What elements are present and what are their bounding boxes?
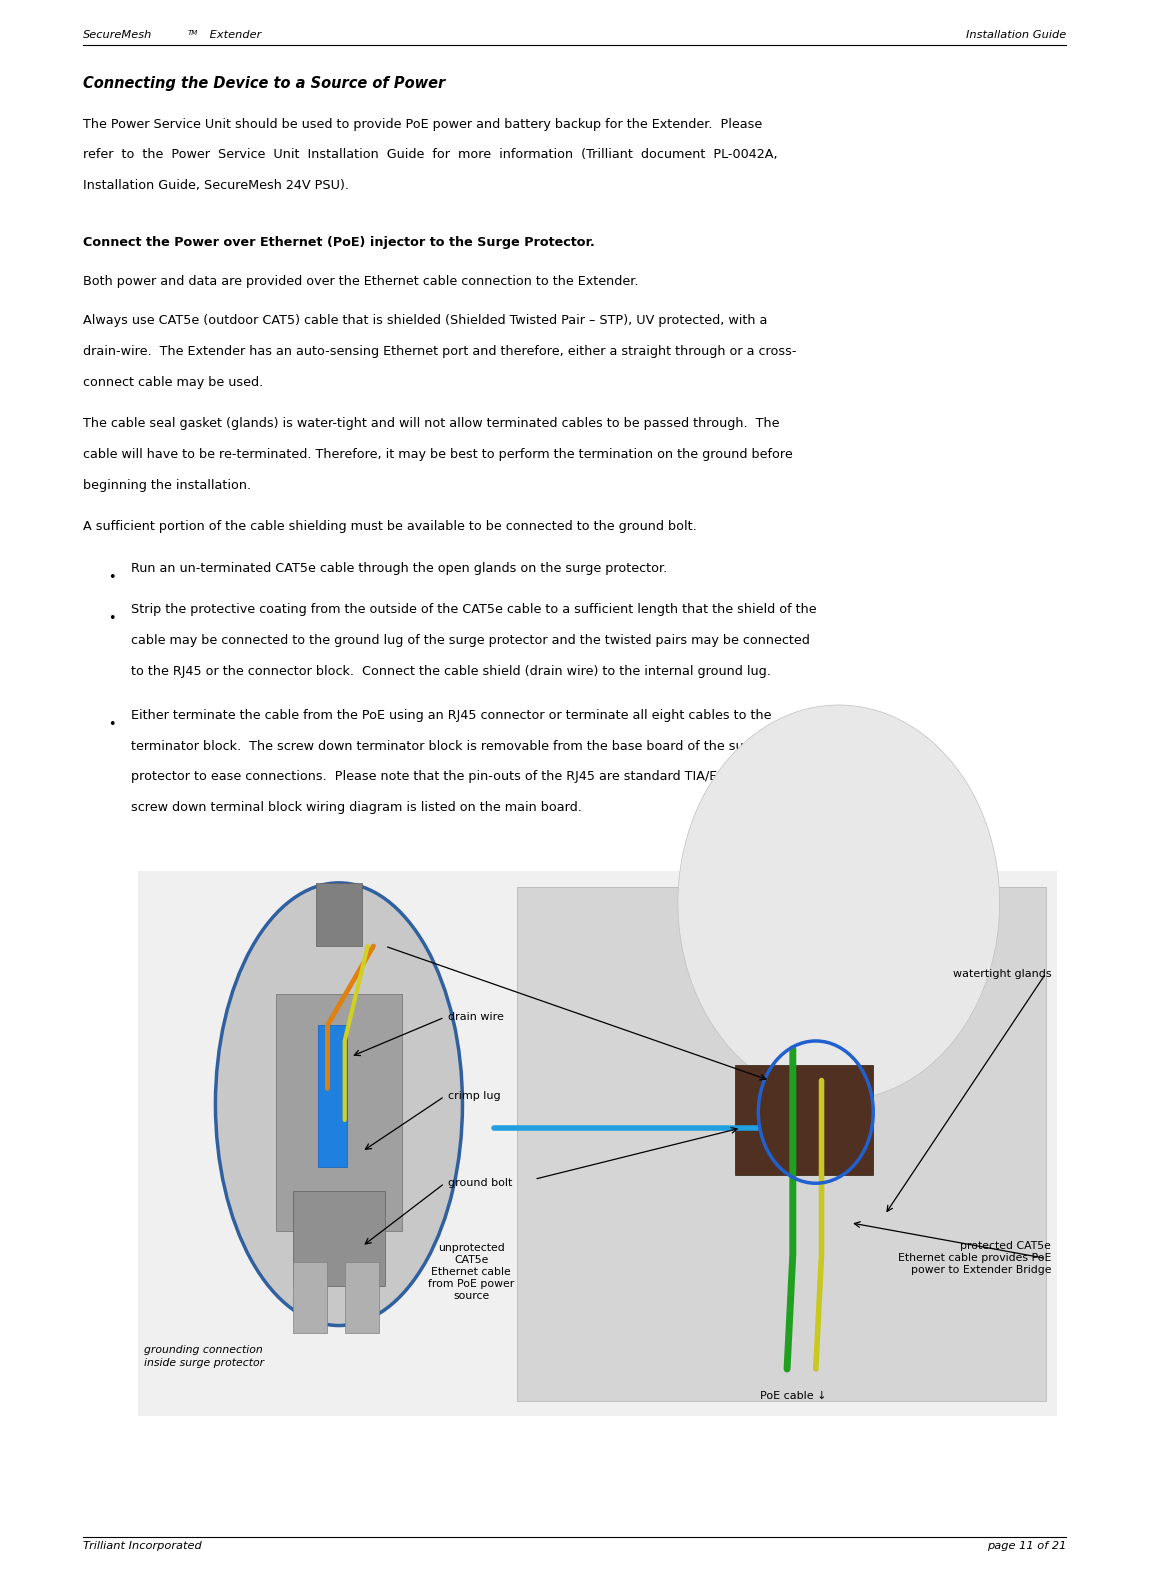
Text: Installation Guide, SecureMesh 24V PSU).: Installation Guide, SecureMesh 24V PSU). (83, 179, 349, 193)
Text: The Power Service Unit should be used to provide PoE power and battery backup fo: The Power Service Unit should be used to… (83, 117, 762, 131)
Text: Either terminate the cable from the PoE using an RJ45 connector or terminate all: Either terminate the cable from the PoE … (131, 708, 771, 723)
Text: The cable seal gasket (glands) is water-tight and will not allow terminated cabl: The cable seal gasket (glands) is water-… (83, 417, 779, 430)
Text: crimp lug: crimp lug (448, 1091, 501, 1102)
Text: drain wire: drain wire (448, 1012, 504, 1023)
Text: cable will have to be re-terminated. Therefore, it may be best to perform the te: cable will have to be re-terminated. The… (83, 447, 793, 462)
Text: •: • (108, 612, 116, 626)
Ellipse shape (216, 882, 462, 1325)
Bar (735, 1064, 873, 1175)
Bar (517, 887, 1046, 1401)
Text: beginning the installation.: beginning the installation. (83, 479, 250, 492)
Text: cable may be connected to the ground lug of the surge protector and the twisted : cable may be connected to the ground lug… (131, 634, 810, 647)
Text: A sufficient portion of the cable shielding must be available to be connected to: A sufficient portion of the cable shield… (83, 520, 696, 533)
Text: Run an un-terminated CAT5e cable through the open glands on the surge protector.: Run an un-terminated CAT5e cable through… (131, 561, 668, 574)
Bar (293, 1190, 385, 1285)
Bar (138, 871, 1057, 1417)
Text: •: • (108, 718, 116, 730)
Text: •: • (108, 571, 116, 583)
Text: drain-wire.  The Extender has an auto-sensing Ethernet port and therefore, eithe: drain-wire. The Extender has an auto-sen… (83, 345, 796, 359)
Bar (345, 1262, 379, 1333)
Text: Connecting the Device to a Source of Power: Connecting the Device to a Source of Pow… (83, 76, 445, 90)
Text: to the RJ45 or the connector block.  Connect the cable shield (drain wire) to th: to the RJ45 or the connector block. Conn… (131, 666, 771, 678)
Bar (276, 993, 402, 1230)
Text: grounding connection
inside surge protector: grounding connection inside surge protec… (144, 1345, 264, 1368)
Text: PoE cable ↓: PoE cable ↓ (759, 1391, 826, 1401)
Text: Installation Guide: Installation Guide (966, 30, 1066, 40)
Text: protected CAT5e
Ethernet cable provides PoE
power to Extender Bridge: protected CAT5e Ethernet cable provides … (899, 1241, 1051, 1276)
Text: connect cable may be used.: connect cable may be used. (83, 376, 263, 389)
Bar (293, 1262, 327, 1333)
Bar (318, 1024, 347, 1167)
Text: Trilliant Incorporated: Trilliant Incorporated (83, 1541, 201, 1551)
Text: Connect the Power over Ethernet (PoE) injector to the Surge Protector.: Connect the Power over Ethernet (PoE) in… (83, 236, 594, 250)
Text: screw down terminal block wiring diagram is listed on the main board.: screw down terminal block wiring diagram… (131, 802, 581, 814)
Text: page 11 of 21: page 11 of 21 (987, 1541, 1066, 1551)
Text: TM: TM (187, 30, 198, 35)
Text: watertight glands: watertight glands (953, 969, 1051, 979)
Text: protector to ease connections.  Please note that the pin-outs of the RJ45 are st: protector to ease connections. Please no… (131, 770, 808, 783)
Text: ground bolt: ground bolt (448, 1178, 512, 1189)
Text: refer  to  the  Power  Service  Unit  Installation  Guide  for  more  informatio: refer to the Power Service Unit Installa… (83, 149, 778, 161)
Text: SecureMesh: SecureMesh (83, 30, 152, 40)
Text: Extender: Extender (206, 30, 261, 40)
Text: terminator block.  The screw down terminator block is removable from the base bo: terminator block. The screw down termina… (131, 740, 764, 753)
Text: Strip the protective coating from the outside of the CAT5e cable to a sufficient: Strip the protective coating from the ou… (131, 604, 817, 617)
Ellipse shape (678, 705, 1000, 1100)
Text: unprotected
CAT5e
Ethernet cable
from PoE power
source: unprotected CAT5e Ethernet cable from Po… (427, 1243, 515, 1301)
Bar (316, 882, 362, 945)
Text: Both power and data are provided over the Ethernet cable connection to the Exten: Both power and data are provided over th… (83, 275, 638, 288)
Text: Always use CAT5e (outdoor CAT5) cable that is shielded (Shielded Twisted Pair – : Always use CAT5e (outdoor CAT5) cable th… (83, 315, 768, 327)
